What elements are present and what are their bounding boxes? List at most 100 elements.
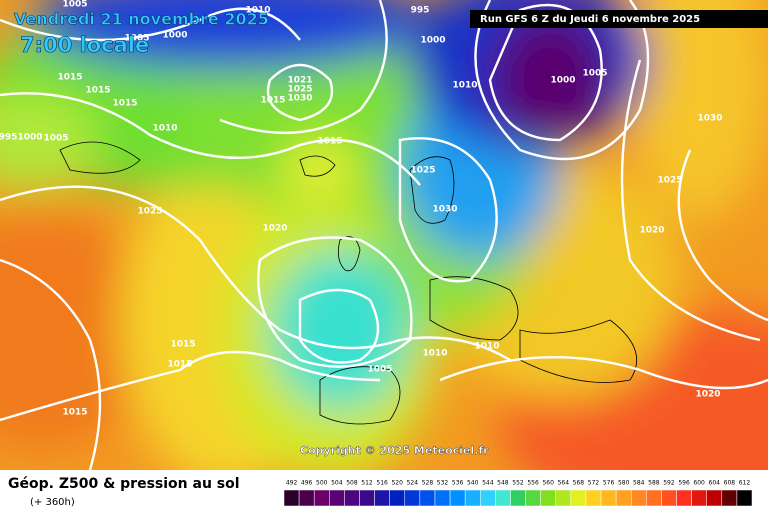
isobar-label: 1020 <box>695 390 720 400</box>
scale-swatch <box>540 489 556 507</box>
scale-label: 588 <box>648 480 660 487</box>
isobar-label: 1005 <box>62 0 87 10</box>
scale-label: 564 <box>558 480 570 487</box>
isobar-label: 1021 <box>287 76 312 86</box>
scale-swatch <box>570 489 587 507</box>
scale-swatch <box>344 489 360 507</box>
scale-swatch <box>585 489 602 507</box>
isobar-label: 1030 <box>287 94 312 104</box>
scale-swatch <box>615 489 632 507</box>
scale-label: 580 <box>618 480 630 487</box>
isobar-label: 1000 <box>420 36 445 46</box>
scale-label: 592 <box>663 480 675 487</box>
scale-swatch <box>389 489 406 507</box>
scale-swatch <box>600 489 617 507</box>
scale-label: 508 <box>346 480 358 487</box>
isobar-label: 1005 <box>582 69 607 79</box>
isobar-label: 1025 <box>287 85 312 95</box>
scale-label: 572 <box>588 480 600 487</box>
isobar-label: 1000 <box>17 133 42 143</box>
isobar-label: 1015 <box>85 86 110 96</box>
scale-swatch <box>510 489 526 507</box>
scale-swatch <box>313 489 330 507</box>
isobar-label: 1015 <box>167 360 192 370</box>
isobar-label: 1030 <box>697 114 722 124</box>
scale-label: 604 <box>709 480 721 487</box>
scale-label: 596 <box>678 480 690 487</box>
scale-swatch <box>434 489 451 507</box>
isobars <box>0 0 768 470</box>
scale-label: 520 <box>391 480 403 487</box>
scale-label: 528 <box>422 480 434 487</box>
scale-swatch <box>676 489 692 507</box>
scale-label: 544 <box>482 480 494 487</box>
isobar-label: 1025 <box>657 176 682 186</box>
isobar-label: 1010 <box>422 349 447 359</box>
scale-label: 612 <box>739 480 751 487</box>
isobar-label: 1010 <box>474 342 499 352</box>
isobar-label: 1015 <box>57 73 82 83</box>
scale-swatch <box>525 489 541 507</box>
forecast-time: 7:00 locale <box>20 33 149 57</box>
isobar-label: 995 <box>0 133 17 143</box>
run-info: Run GFS 6 Z du Jeudi 6 novembre 2025 <box>480 14 700 25</box>
isobar-label: 1000 <box>162 31 187 41</box>
scale-label: 536 <box>452 480 464 487</box>
copyright: Copyright © 2025 Meteociel.fr <box>300 444 489 457</box>
isobar-label: 1015 <box>260 96 285 106</box>
scale-label: 516 <box>376 480 388 487</box>
scale-swatch <box>480 489 496 507</box>
isobar-label: 1025 <box>137 207 162 217</box>
scale-swatch <box>329 489 345 507</box>
isobar-label: 1005 <box>43 134 68 144</box>
scale-swatch <box>630 489 647 507</box>
scale-label: 600 <box>693 480 705 487</box>
scale-swatch <box>404 489 421 507</box>
scale-swatch <box>464 489 481 507</box>
isobar-label: 1010 <box>245 6 270 16</box>
color-scale: 492 496 500 504 508 512 516 520 524 528 532 536 540 5… <box>283 480 753 507</box>
scale-label: 500 <box>316 480 328 487</box>
scale-swatch <box>283 489 300 507</box>
scale-label: 532 <box>437 480 449 487</box>
scale-swatch <box>374 489 390 507</box>
isobar-label: 1015 <box>62 408 87 418</box>
isobar-label: 1005 <box>124 34 149 44</box>
scale-swatch <box>721 489 738 507</box>
scale-label: 504 <box>331 480 343 487</box>
scale-swatch <box>419 489 436 507</box>
scale-swatch <box>555 489 572 507</box>
scale-label: 576 <box>603 480 615 487</box>
scale-swatch <box>646 489 662 507</box>
scale-label: 496 <box>301 480 313 487</box>
isobar-label: 1020 <box>262 224 287 234</box>
legend-title: Géop. Z500 & pression au sol <box>8 476 240 492</box>
isobar-label: 1005 <box>367 365 392 375</box>
scale-label: 512 <box>361 480 373 487</box>
scale-swatch <box>661 489 677 507</box>
scale-label: 492 <box>286 480 298 487</box>
scale-label: 568 <box>573 480 585 487</box>
coastlines <box>59 141 638 425</box>
scale-label: 540 <box>467 480 479 487</box>
scale-label: 584 <box>633 480 645 487</box>
scale-swatch <box>706 489 723 507</box>
forecast-date: Vendredi 21 novembre 2025 <box>14 10 269 29</box>
isobar-label: 1015 <box>170 340 195 350</box>
scale-label: 556 <box>527 480 539 487</box>
scale-swatch <box>298 489 315 507</box>
scale-swatch <box>359 489 375 507</box>
isobar-label: 1025 <box>410 166 435 176</box>
legend-subtitle: (+ 360h) <box>30 497 75 508</box>
scale-label: 524 <box>407 480 419 487</box>
isobar-label: 1030 <box>432 205 457 215</box>
isobar-label: 1010 <box>452 81 477 91</box>
run-banner <box>470 10 768 28</box>
isobar-label: 1015 <box>112 99 137 109</box>
scale-label: 552 <box>512 480 524 487</box>
scale-swatch <box>449 489 466 507</box>
isobar-label: 995 <box>411 6 430 16</box>
